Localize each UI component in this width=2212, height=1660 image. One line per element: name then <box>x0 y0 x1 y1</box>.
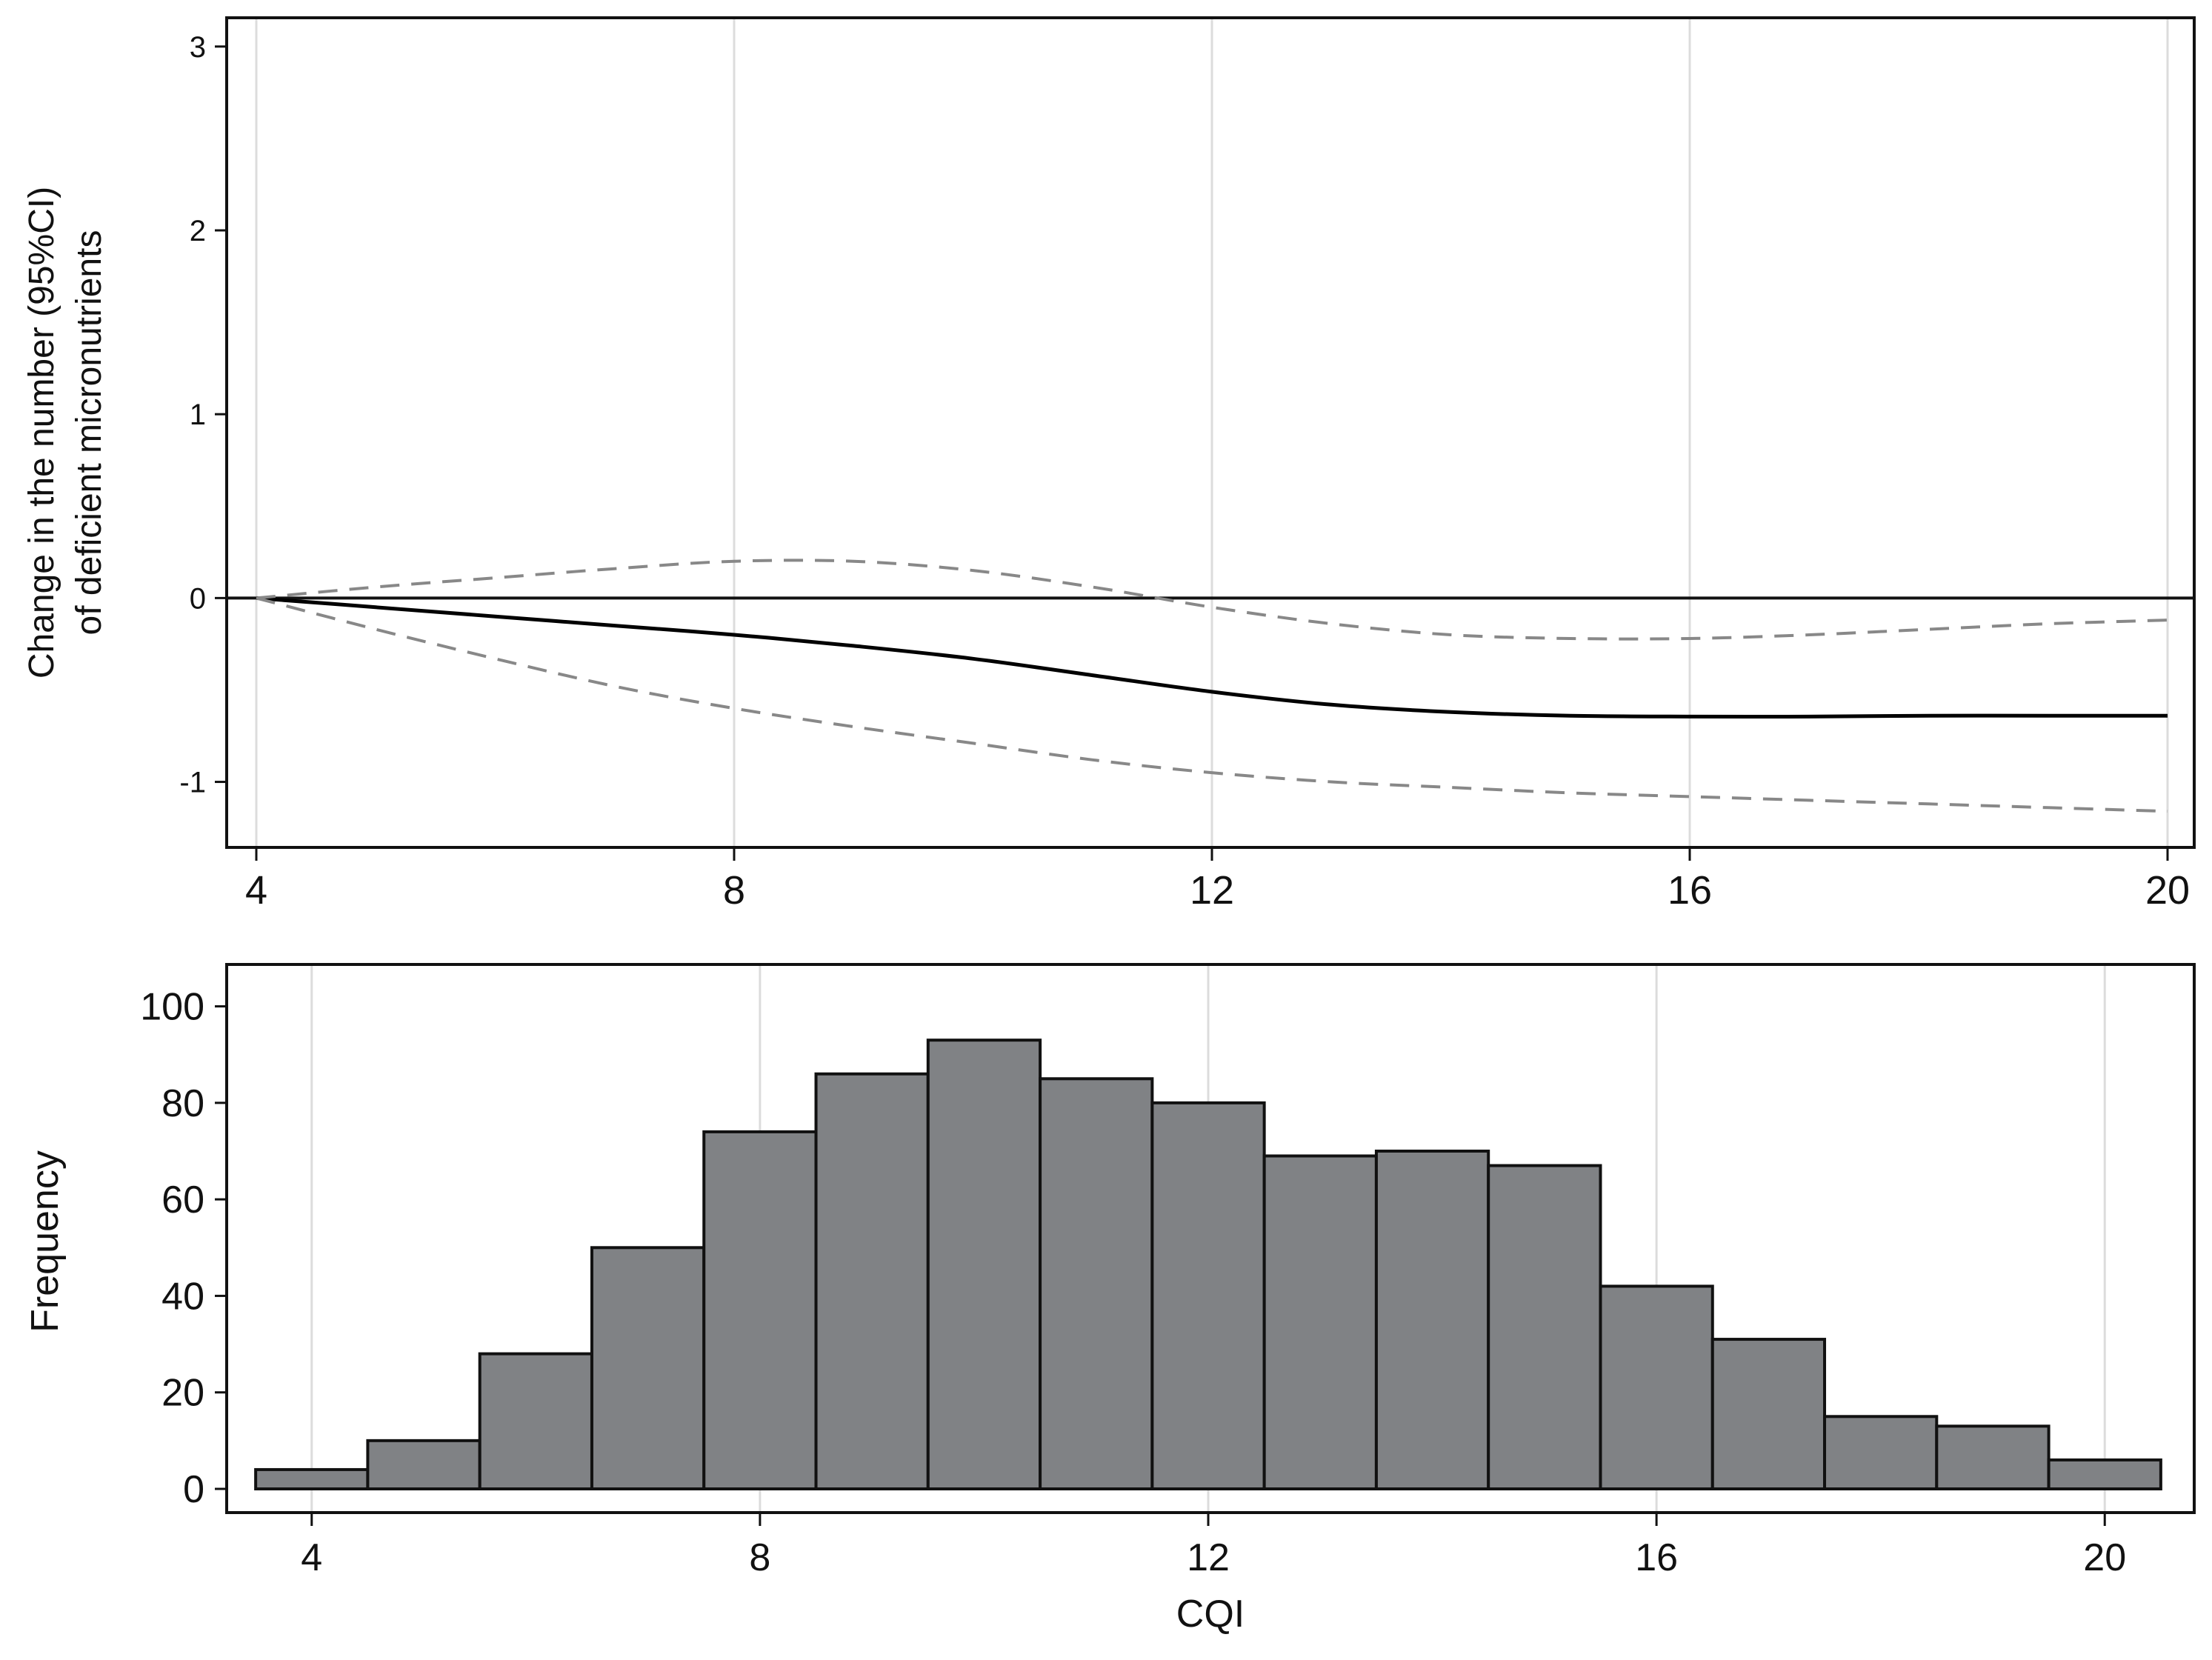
upper-ci-line <box>256 559 2168 641</box>
x-axis-label: CQI <box>1176 1593 1245 1636</box>
histogram-bar-13 <box>1262 1154 1378 1490</box>
estimate-line <box>256 596 2168 719</box>
histogram-bar-4 <box>254 1467 370 1491</box>
histogram-bar-6 <box>478 1352 593 1490</box>
histogram-bar-16 <box>1599 1284 1714 1491</box>
y-tick-label-bottom: 60 <box>161 1179 204 1221</box>
histogram-panel: 4 8 12 16 20 100 80 60 40 20 0 Frequency CQI <box>24 963 2196 1636</box>
histogram-bar-15 <box>1487 1164 1602 1490</box>
histogram-bar-5 <box>366 1439 482 1491</box>
histogram-bar-11 <box>1039 1077 1154 1491</box>
x-tick-label-bottom: 8 <box>749 1536 770 1579</box>
spline-panel: 4 8 12 16 20 3 2 1 0 -1 Change in the number (95%… <box>22 16 2196 913</box>
y-tick-label-bottom: 100 <box>140 986 204 1029</box>
x-tick-label-bottom: 4 <box>301 1536 322 1579</box>
x-tick-label-top: 16 <box>1668 868 1712 913</box>
y-tick-label-top: 1 <box>190 399 206 431</box>
axis-ticks-top: 4 8 12 16 20 3 2 1 0 -1 <box>179 31 2190 913</box>
y-tick-label-bottom: 80 <box>161 1082 204 1125</box>
y-axis-label: Frequency <box>24 1150 67 1333</box>
plot-frame-top <box>225 16 2196 849</box>
y-tick-label-top: 0 <box>190 582 206 615</box>
lower-ci-line <box>256 596 2168 813</box>
histogram-bar-7 <box>590 1246 706 1491</box>
y-tick-label-top: -1 <box>179 767 206 799</box>
histogram-bar-20 <box>2047 1458 2162 1491</box>
x-tick-label-top: 20 <box>2145 868 2190 913</box>
histogram-bar-9 <box>814 1072 930 1491</box>
x-tick-label-bottom: 20 <box>2083 1536 2126 1579</box>
y-axis-label-line1: Change in the number (95%CI) <box>22 187 61 679</box>
y-tick-label-bottom: 20 <box>161 1372 204 1415</box>
histogram-bars <box>254 1039 2162 1491</box>
histogram-bar-12 <box>1150 1101 1266 1491</box>
histogram-bar-19 <box>1935 1424 2051 1491</box>
y-tick-label-top: 3 <box>190 31 206 64</box>
histogram-bar-17 <box>1710 1338 1827 1490</box>
x-tick-label-top: 12 <box>1190 868 1234 913</box>
histogram-bar-14 <box>1374 1150 1490 1490</box>
grid-lines-top <box>255 19 2169 846</box>
x-tick-label-bottom: 16 <box>1635 1536 1678 1579</box>
y-tick-label-top: 2 <box>190 215 206 247</box>
y-tick-label-bottom: 0 <box>183 1468 204 1511</box>
x-tick-label-bottom: 12 <box>1187 1536 1230 1579</box>
y-tick-label-bottom: 40 <box>161 1275 204 1318</box>
y-axis-label-line2: of deficient micronutrients <box>70 230 109 636</box>
histogram-bar-8 <box>702 1130 818 1490</box>
axis-ticks-bottom: 4 8 12 16 20 100 80 60 40 20 0 <box>140 986 2126 1579</box>
histogram-bar-10 <box>926 1039 1042 1490</box>
x-tick-label-top: 8 <box>723 868 745 913</box>
histogram-bar-18 <box>1823 1415 1939 1491</box>
series-group-top <box>227 559 2194 813</box>
x-tick-label-top: 4 <box>245 868 267 913</box>
